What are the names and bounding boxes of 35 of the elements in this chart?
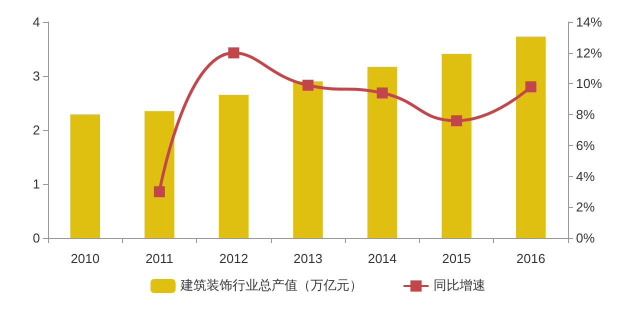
y2-tick-label: 0% (576, 230, 596, 246)
bar (367, 66, 398, 238)
y2-tick-label: 8% (576, 107, 596, 122)
y2-tick-label: 6% (576, 138, 596, 153)
x-tick-label: 2013 (294, 251, 322, 266)
x-tick-label: 2016 (516, 251, 546, 266)
y-tick-label: 0 (32, 230, 40, 246)
x-tick-label: 2015 (442, 251, 472, 266)
bar (144, 111, 174, 238)
y-tick-label: 4 (32, 14, 40, 30)
y2-tick-label: 14% (576, 14, 602, 30)
point (376, 87, 388, 98)
y-tick-label: 3 (32, 68, 40, 84)
point (228, 47, 240, 58)
x-tick-label: 2012 (219, 251, 248, 266)
y2-tick-label: 2% (576, 200, 596, 215)
y2-tick-label: 10% (576, 76, 602, 92)
bar (516, 36, 546, 238)
point (154, 186, 165, 198)
point (525, 81, 536, 92)
legend-label: 同比增速 (434, 278, 486, 294)
y-tick-label: 1 (32, 176, 40, 192)
legend-label: 建筑装饰行业总产值（万亿元） (180, 278, 362, 294)
y2-tick-label: 12% (576, 45, 602, 60)
point (451, 115, 462, 126)
x-tick-label: 2014 (368, 251, 397, 266)
bar (293, 81, 323, 238)
bar (442, 54, 472, 238)
bar (218, 94, 249, 238)
point (302, 80, 314, 91)
x-tick-label: 2010 (70, 251, 100, 266)
x-tick-label: 2011 (145, 251, 174, 266)
y-tick-label: 2 (32, 122, 40, 138)
y2-tick-label: 4% (576, 168, 596, 184)
bar (70, 114, 100, 238)
